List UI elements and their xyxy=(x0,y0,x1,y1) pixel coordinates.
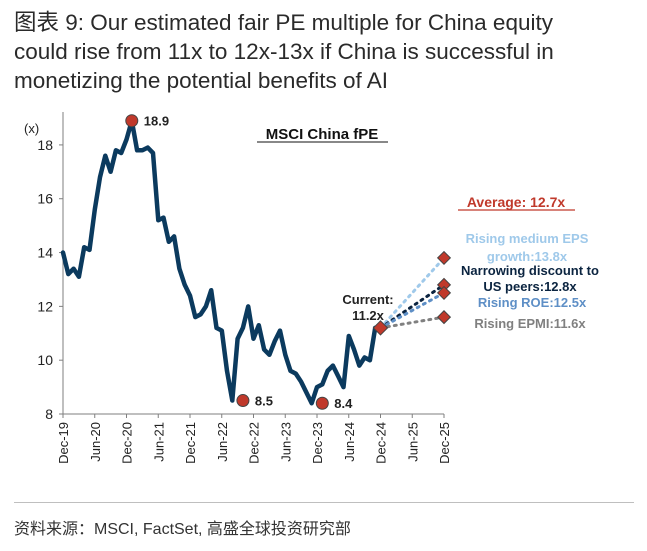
pe-line-chart: 8 10 12 14 16 18(x) Dec-19 Jun-20 Dec-20 Jun-21 De… xyxy=(24,112,599,464)
x-tick-label: Dec-24 xyxy=(374,422,389,464)
data-point-marker xyxy=(236,394,250,408)
current-marker xyxy=(372,320,389,336)
y-tick-label: 10 xyxy=(37,352,53,368)
figure-title: 图表 9: Our estimated fair PE multiple for… xyxy=(14,8,634,95)
scenario-line xyxy=(379,283,446,330)
y-axis-label: (x) xyxy=(24,121,39,136)
scenario-end-marker xyxy=(436,285,452,300)
data-point-marker xyxy=(125,114,139,128)
x-tick-label: Dec-22 xyxy=(247,422,262,464)
scenario-end-marker xyxy=(436,250,452,265)
current-label-line-2: 11.2x xyxy=(352,308,385,323)
scenario-label: Rising medium EPS xyxy=(466,231,589,246)
figure-title-line-1: 图表 9: Our estimated fair PE multiple for… xyxy=(14,10,553,35)
y-tick-label: 14 xyxy=(37,245,53,261)
scenario-label: US peers:12.8x xyxy=(483,279,577,294)
x-tick-label: Dec-20 xyxy=(120,422,135,464)
scenario-line xyxy=(379,256,446,330)
x-tick-label: Jun-22 xyxy=(215,422,230,462)
y-tick-label: 18 xyxy=(37,137,53,153)
scenario-label: Narrowing discount to xyxy=(461,263,599,278)
y-tick-label: 16 xyxy=(37,191,53,207)
x-tick-label: Dec-25 xyxy=(437,422,452,464)
data-point-marker xyxy=(315,396,329,410)
source-divider xyxy=(14,502,634,503)
x-tick-label: Jun-20 xyxy=(88,422,103,462)
scenario-label: Rising ROE:12.5x xyxy=(478,295,587,310)
scenario-end-marker xyxy=(436,277,452,292)
data-label: 8.4 xyxy=(334,396,353,411)
x-tick-label: Jun-25 xyxy=(405,422,420,462)
current-label-line-1: Current: xyxy=(342,292,393,307)
scenario-end-marker xyxy=(436,310,452,325)
x-tick-label: Dec-21 xyxy=(183,422,198,464)
x-tick-label: Jun-23 xyxy=(278,422,293,462)
x-tick-label: Dec-19 xyxy=(56,422,71,464)
figure-title-line-3: monetizing the potential benefits of AI xyxy=(14,68,388,93)
x-tick-label: Jun-24 xyxy=(342,422,357,462)
y-tick-label: 8 xyxy=(45,406,53,422)
series-line-fpe xyxy=(60,118,383,406)
data-label: 8.5 xyxy=(255,394,273,409)
scenario-label: Rising EPMI:11.6x xyxy=(474,316,586,331)
average-label: Average: 12.7x xyxy=(467,194,566,210)
source-note: 资料来源：MSCI, FactSet, 高盛全球投资研究部 xyxy=(14,521,351,538)
scenario-label: growth:13.8x xyxy=(487,249,568,264)
x-tick-label: Dec-23 xyxy=(310,422,325,464)
y-tick-label: 12 xyxy=(37,298,53,314)
figure-title-line-2: could rise from 11x to 12x-13x if China … xyxy=(14,39,554,64)
scenario-line xyxy=(379,291,446,330)
chart-title: MSCI China fPE xyxy=(266,126,379,143)
data-label: 18.9 xyxy=(144,114,169,129)
x-tick-label: Jun-21 xyxy=(151,422,166,462)
